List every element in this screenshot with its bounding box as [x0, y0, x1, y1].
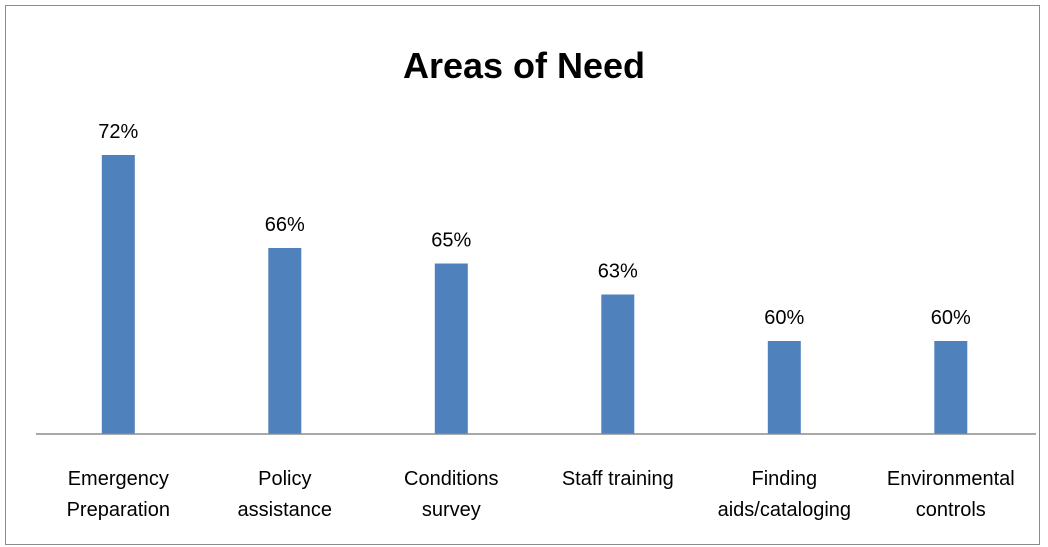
category-label-5: Finding aids/cataloging — [718, 468, 851, 521]
data-label-3: 65% — [431, 230, 471, 252]
category-label-line: aids/cataloging — [718, 499, 851, 521]
category-label-line: Staff training — [562, 468, 674, 490]
category-label-2: Policy assistance — [238, 468, 333, 521]
bar-4 — [601, 294, 635, 434]
category-label-line: controls — [916, 499, 986, 521]
category-label-line: Conditions — [404, 468, 499, 490]
bar-5 — [767, 341, 801, 434]
category-label-line: survey — [422, 499, 481, 521]
bars-layer — [101, 155, 968, 434]
category-label-line: Policy — [258, 468, 311, 490]
category-label-1: Emergency Preparation — [67, 468, 170, 521]
chart-title: Areas of Need — [403, 45, 645, 86]
category-label-6: Environmental controls — [887, 468, 1015, 521]
category-label-line: Environmental — [887, 468, 1015, 490]
bar-6 — [934, 341, 968, 434]
category-label-line: Finding — [751, 468, 817, 490]
category-label-line: Preparation — [67, 499, 170, 521]
bar-3 — [434, 263, 468, 434]
data-labels-layer: 72% 66% 65% 63% 60% 60% — [98, 121, 971, 329]
category-label-3: Conditions survey — [404, 468, 499, 521]
category-label-line: Emergency — [68, 468, 169, 490]
data-label-2: 66% — [265, 214, 305, 236]
data-label-6: 60% — [931, 307, 971, 329]
chart-frame — [5, 5, 1040, 545]
category-label-line: assistance — [238, 499, 333, 521]
category-label-4: Staff training — [562, 468, 674, 490]
bar-2 — [268, 248, 302, 434]
bar-1 — [101, 155, 135, 434]
data-label-4: 63% — [598, 261, 638, 283]
data-label-5: 60% — [764, 307, 804, 329]
category-labels-layer: Emergency Preparation Policy assistance Cond… — [67, 468, 1015, 521]
data-label-1: 72% — [98, 121, 138, 143]
